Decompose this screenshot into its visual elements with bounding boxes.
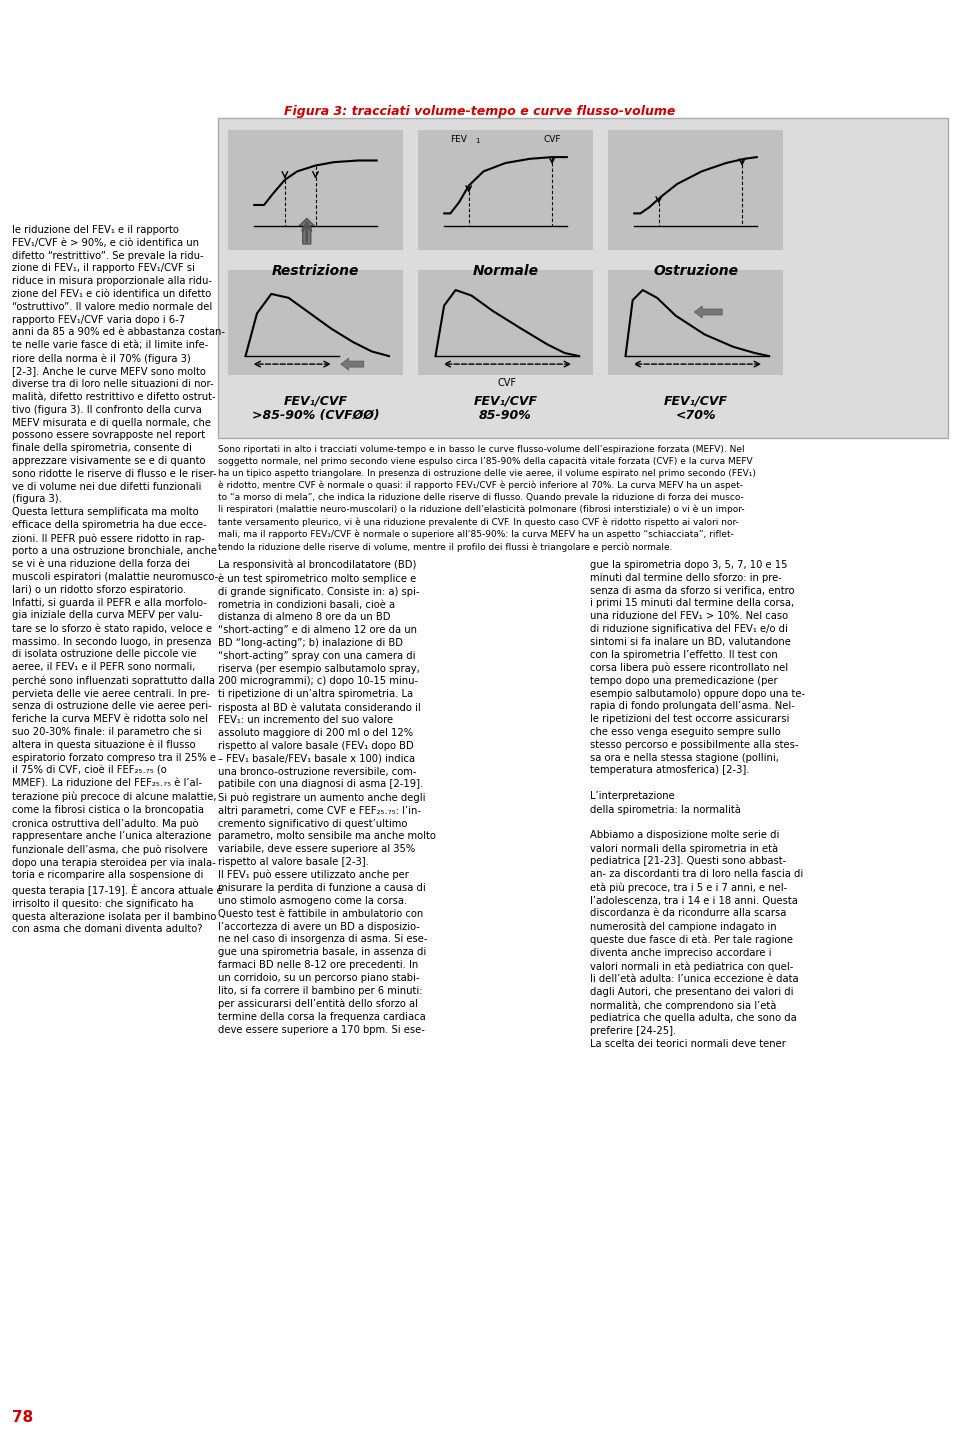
Text: aggiornamento avanzato: aggiornamento avanzato: [10, 7, 225, 23]
Bar: [608, 130, 783, 250]
Text: La responsività al broncodilatatore (BD)
è un test spirometrico molto semplice e: La responsività al broncodilatatore (BD)…: [218, 560, 436, 1035]
Text: Normale: Normale: [472, 263, 539, 278]
FancyArrow shape: [341, 358, 364, 371]
Bar: [608, 270, 783, 375]
Bar: [418, 270, 593, 375]
Text: CVF: CVF: [543, 135, 561, 145]
Text: FEV: FEV: [450, 135, 467, 145]
Text: 1: 1: [475, 137, 479, 145]
Bar: [228, 270, 403, 375]
Bar: [418, 130, 593, 250]
Text: Quaderni acp 2007; 14(2): Quaderni acp 2007; 14(2): [731, 7, 950, 23]
Text: FEV₁/CVF: FEV₁/CVF: [663, 395, 728, 408]
Text: Ostruzione: Ostruzione: [653, 263, 738, 278]
Text: 85-90%: 85-90%: [479, 409, 532, 422]
Text: FEV₁/CVF: FEV₁/CVF: [473, 395, 538, 408]
Text: <70%: <70%: [675, 409, 716, 422]
Text: Figura 3: tracciati volume-tempo e curve flusso-volume: Figura 3: tracciati volume-tempo e curve…: [284, 104, 676, 117]
Text: CVF: CVF: [497, 378, 516, 388]
Text: Sono riportati in alto i tracciati volume-tempo e in basso le curve flusso-volum: Sono riportati in alto i tracciati volum…: [218, 445, 756, 552]
Bar: [228, 130, 403, 250]
Text: FEV₁/CVF: FEV₁/CVF: [283, 395, 348, 408]
FancyArrow shape: [299, 219, 315, 245]
Bar: [218, 117, 948, 438]
FancyArrow shape: [694, 306, 722, 318]
Text: 78: 78: [12, 1410, 34, 1425]
Text: Restrizione: Restrizione: [272, 263, 359, 278]
Text: gue la spirometria dopo 3, 5, 7, 10 e 15
minuti dal termine dello sforzo: in pre: gue la spirometria dopo 3, 5, 7, 10 e 15…: [590, 560, 805, 1049]
Text: le riduzione del FEV₁ e il rapporto
FEV₁/CVF è > 90%, e ciò identifica un
difett: le riduzione del FEV₁ e il rapporto FEV₁…: [12, 225, 225, 934]
Text: >85-90% (CVFØØ): >85-90% (CVFØØ): [252, 409, 379, 422]
